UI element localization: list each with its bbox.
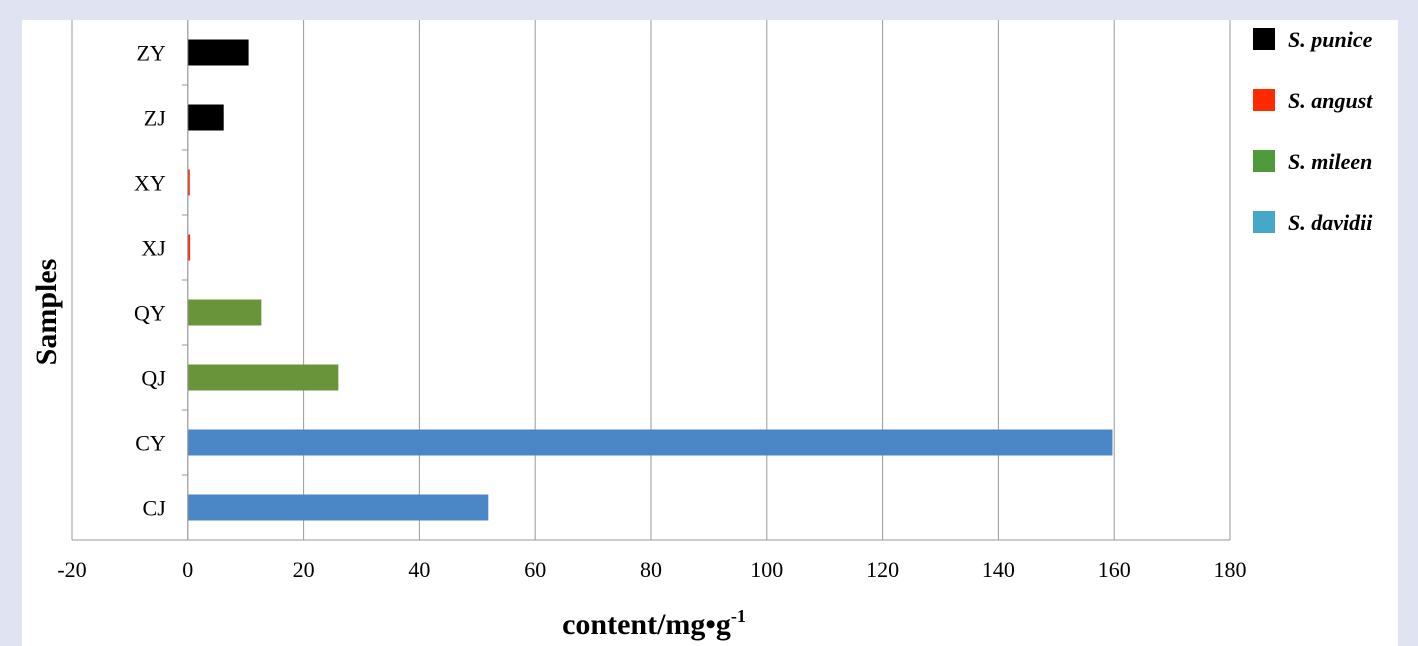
y-tick-label: ZJ bbox=[144, 106, 166, 131]
x-axis-title-main: content/mg•g bbox=[562, 608, 731, 641]
x-tick-labels: -20 0 20 40 60 80 100 120 140 160 180 bbox=[57, 557, 1246, 582]
bars bbox=[187, 39, 1113, 521]
y-tick-label: CY bbox=[135, 431, 166, 456]
legend-swatch bbox=[1253, 28, 1275, 50]
legend-swatch bbox=[1253, 211, 1275, 233]
gridlines bbox=[71, 20, 1231, 540]
bar-qy bbox=[187, 299, 262, 326]
x-tick-label: 80 bbox=[640, 557, 662, 582]
legend-swatch bbox=[1253, 150, 1275, 172]
y-tick-label: QY bbox=[134, 301, 166, 326]
x-tick-label: 40 bbox=[408, 557, 430, 582]
bar-chart: -20 0 20 40 60 80 100 120 140 160 180 ZY ZJ XY XJ QY QJ… bbox=[30, 20, 1373, 641]
y-axis-title: Samples bbox=[30, 259, 63, 366]
x-tick-label: 100 bbox=[750, 557, 783, 582]
bar-xy bbox=[187, 169, 190, 196]
x-tick-label: 180 bbox=[1214, 557, 1247, 582]
bar-cj bbox=[187, 494, 489, 521]
y-tick-label: ZY bbox=[136, 41, 165, 66]
legend: S. punice S. angust S. mileen S. davidii bbox=[1253, 27, 1373, 235]
x-tick-label: 160 bbox=[1098, 557, 1131, 582]
y-tick-label: CJ bbox=[143, 496, 167, 521]
legend-label: S. angust bbox=[1288, 88, 1373, 113]
x-axis-title: content/mg•g-1 bbox=[562, 606, 746, 641]
legend-label: S. mileen bbox=[1288, 149, 1372, 174]
axes bbox=[72, 20, 1230, 541]
x-axis-title-superscript: -1 bbox=[731, 606, 746, 626]
bar-zy bbox=[187, 39, 249, 66]
bar-xj bbox=[187, 234, 191, 261]
legend-label: S. punice bbox=[1288, 27, 1373, 52]
y-tick-label: XJ bbox=[141, 236, 166, 261]
x-tick-label: 20 bbox=[293, 557, 315, 582]
y-tick-labels: ZY ZJ XY XJ QY QJ CY CJ bbox=[134, 41, 166, 521]
x-tick-label: 140 bbox=[982, 557, 1015, 582]
legend-swatch bbox=[1253, 89, 1275, 111]
chart-frame: -20 0 20 40 60 80 100 120 140 160 180 ZY ZJ XY XJ QY QJ… bbox=[22, 20, 1398, 646]
x-tick-label: 60 bbox=[524, 557, 546, 582]
bar-zj bbox=[187, 104, 224, 131]
x-tick-label: 0 bbox=[182, 557, 193, 582]
y-tick-label: QJ bbox=[141, 366, 166, 391]
legend-label: S. davidii bbox=[1288, 210, 1373, 235]
bar-qj bbox=[187, 364, 339, 391]
y-tick-label: XY bbox=[134, 171, 166, 196]
bar-cy bbox=[187, 429, 1113, 456]
x-tick-label: 120 bbox=[866, 557, 899, 582]
x-tick-label: -20 bbox=[57, 557, 86, 582]
